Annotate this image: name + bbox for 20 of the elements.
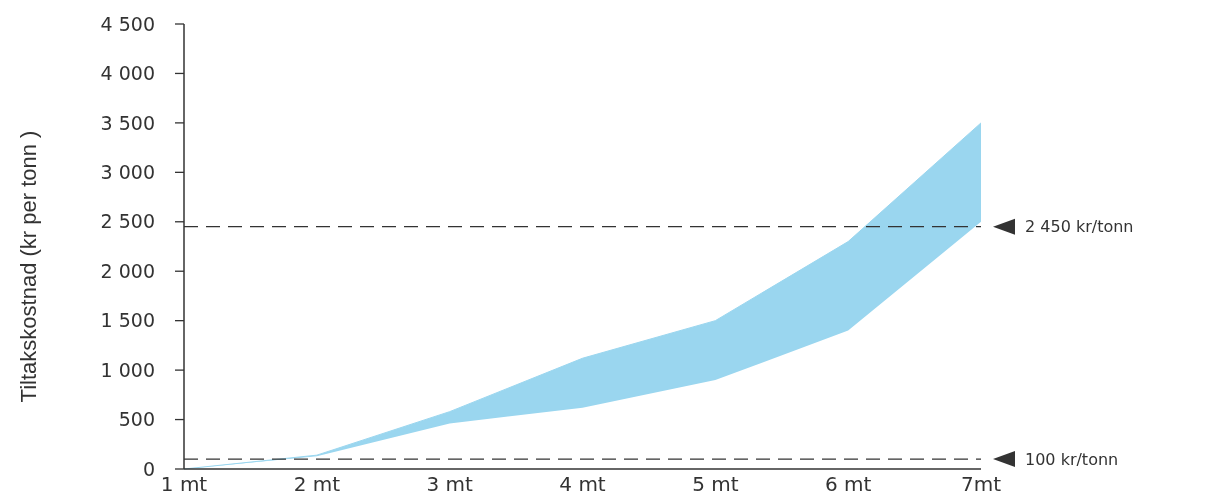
y-tick-label: 1 500 [100, 309, 155, 332]
x-tick-label: 2 mt [293, 472, 341, 496]
ref-line-label: 2 450 kr/tonn [1025, 217, 1134, 237]
x-tick-label: 7mt [960, 472, 1002, 496]
ref-line-label: 100 kr/tonn [1025, 449, 1119, 469]
x-tick-label: 1 mt [160, 472, 208, 496]
y-tick-label: 3 500 [100, 111, 155, 134]
x-tick-label: 5 mt [692, 472, 739, 496]
y-tick-label: 2 500 [100, 210, 155, 233]
y-tick-label: 4 500 [100, 12, 155, 35]
y-tick-label: 500 [118, 408, 155, 431]
y-tick-label: 2 000 [100, 259, 155, 282]
y-tick-label: 1 000 [100, 358, 155, 381]
y-axis-title: Tiltakskostnad (kr per tonn ) [16, 130, 41, 403]
x-tick-label: 4 mt [559, 472, 606, 496]
y-tick-label: 0 [142, 457, 155, 480]
y-tick-label: 4 000 [100, 62, 155, 85]
x-tick-label: 6 mt [824, 472, 872, 496]
x-tick-label: 3 mt [426, 472, 474, 496]
y-tick-label: 3 000 [100, 160, 155, 183]
